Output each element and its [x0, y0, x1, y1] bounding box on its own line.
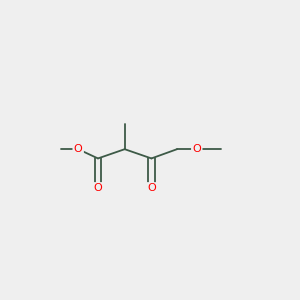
Text: O: O [94, 184, 102, 194]
Text: O: O [192, 144, 201, 154]
Text: O: O [74, 144, 82, 154]
Text: O: O [147, 184, 156, 194]
